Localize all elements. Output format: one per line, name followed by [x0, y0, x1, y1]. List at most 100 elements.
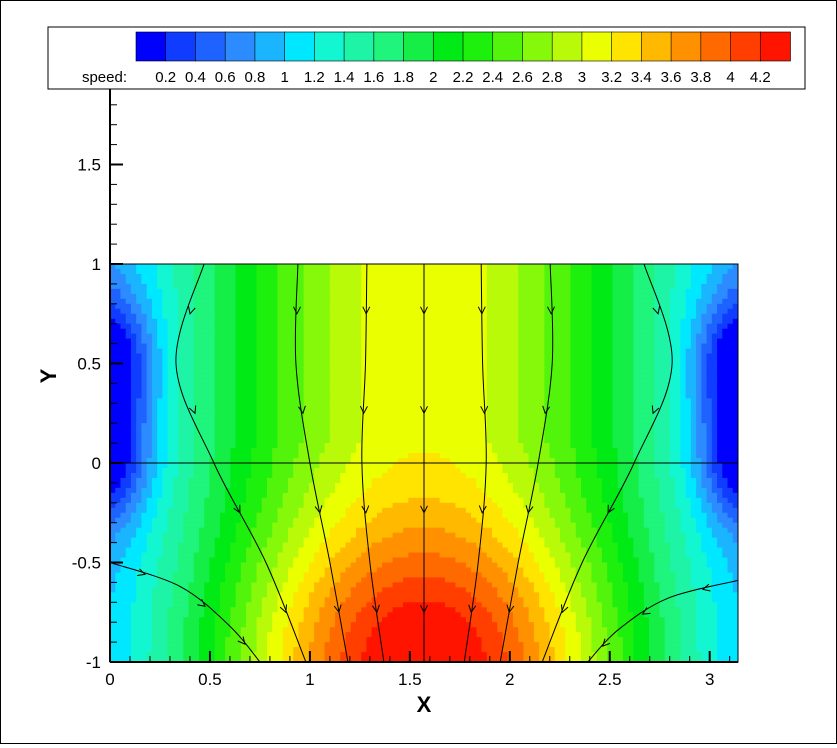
speed-cell	[293, 458, 320, 464]
speed-cell	[298, 627, 315, 633]
speed-cell	[654, 338, 671, 345]
speed-cell	[612, 423, 634, 429]
streamline-arrow	[361, 505, 370, 514]
speed-cell	[162, 378, 169, 384]
speed-cell	[193, 408, 216, 414]
speed-cell	[717, 497, 729, 504]
speed-cell	[146, 313, 153, 320]
speed-cell	[157, 423, 169, 429]
speed-cell	[162, 358, 169, 365]
speed-cell	[267, 537, 289, 544]
speed-cell	[696, 388, 702, 394]
speed-cell	[303, 273, 331, 280]
speed-cell	[303, 393, 331, 399]
speed-cell	[230, 542, 252, 549]
speed-cell	[157, 333, 169, 340]
speed-cell	[717, 433, 738, 439]
speed-cell	[146, 358, 153, 365]
speed-cell	[528, 612, 545, 618]
speed-cell	[633, 542, 650, 549]
speed-cell	[324, 567, 347, 574]
speed-cell	[162, 383, 169, 389]
speed-cell	[633, 323, 655, 330]
speed-cell	[706, 492, 718, 499]
speed-cell	[110, 642, 132, 648]
speed-cell	[219, 522, 237, 529]
speed-cell	[178, 428, 195, 434]
speed-cell	[512, 622, 535, 628]
speed-cell	[277, 283, 305, 290]
speed-cell	[303, 348, 331, 355]
speed-cell	[570, 413, 593, 419]
speed-cell	[523, 497, 545, 504]
speed-cell	[481, 642, 504, 648]
speed-cell	[633, 552, 655, 559]
speed-cell	[167, 522, 184, 529]
speed-cell	[492, 582, 514, 588]
speed-cell	[528, 617, 545, 623]
speed-cell	[633, 288, 655, 295]
speed-cell	[178, 433, 195, 439]
speed-cell	[518, 632, 535, 638]
speed-cell	[329, 632, 347, 638]
speed-cell	[183, 632, 200, 638]
speed-cell	[214, 547, 231, 554]
speed-cell	[690, 572, 713, 579]
speed-cell	[518, 562, 540, 569]
speed-cell	[638, 492, 661, 499]
speed-cell	[225, 652, 242, 658]
streamline-arrow	[188, 306, 196, 315]
speed-cell	[528, 512, 551, 519]
speed-cell	[701, 373, 708, 380]
speed-cell	[146, 467, 158, 474]
speed-cell	[287, 527, 310, 534]
speed-cell	[622, 657, 634, 662]
speed-cell	[178, 562, 195, 569]
speed-cell	[340, 472, 383, 479]
speed-cell	[711, 403, 718, 409]
speed-cell	[711, 572, 734, 579]
speed-cell	[575, 448, 598, 454]
speed-cell	[570, 602, 587, 608]
speed-cell	[612, 273, 634, 280]
speed-cell	[125, 278, 142, 285]
speed-cell	[308, 602, 326, 608]
speed-cell	[654, 343, 671, 350]
speed-cell	[272, 627, 284, 633]
speed-cell	[110, 348, 132, 355]
speed-cell	[172, 268, 195, 275]
speed-cell	[193, 353, 216, 360]
speed-cell	[267, 642, 284, 648]
speed-cell	[235, 363, 258, 370]
speed-cell	[680, 378, 687, 384]
speed-cell	[110, 393, 132, 399]
speed-cell	[130, 373, 142, 380]
speed-cell	[554, 458, 577, 464]
speed-cell	[219, 597, 237, 603]
speed-cell	[256, 273, 279, 280]
speed-cell	[256, 383, 279, 389]
speed-cell	[256, 353, 279, 360]
speed-cell	[298, 582, 315, 588]
speed-cell	[235, 433, 258, 439]
speed-cell	[319, 458, 352, 464]
speed-cell	[240, 562, 258, 569]
speed-cell	[130, 398, 137, 404]
speed-cell	[340, 607, 362, 613]
speed-cell	[523, 652, 540, 658]
speed-cell	[267, 657, 284, 662]
speed-cell	[486, 353, 519, 360]
speed-cell	[235, 278, 258, 285]
speed-cell	[167, 323, 179, 330]
speed-cell	[246, 622, 258, 628]
speed-cell	[570, 348, 593, 355]
speed-cell	[303, 333, 331, 340]
speed-cell	[110, 358, 132, 365]
speed-cell	[727, 567, 738, 574]
speed-cell	[680, 333, 692, 340]
speed-cell	[601, 497, 624, 504]
speed-cell	[612, 537, 634, 544]
speed-cell	[115, 532, 137, 539]
speed-cell	[256, 283, 279, 290]
speed-cell	[565, 657, 582, 662]
